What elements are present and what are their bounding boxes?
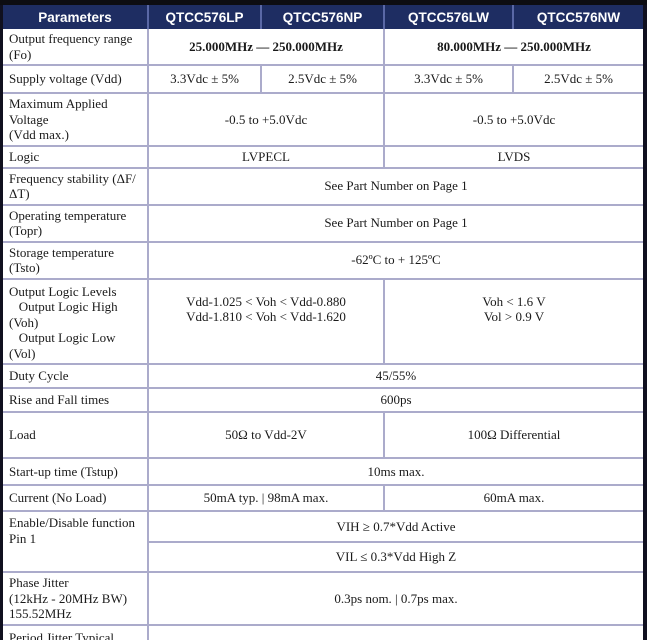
parameter-cell-load: Load [3,411,149,459]
parameter-cell-output-frequency-range: Output frequency range (Fo) [3,29,149,66]
table-row-load: Load 50Ω to Vdd-2V 100Ω Differential [3,411,643,459]
value-cell-enable-disable-pin1-active-0: VIH ≥ 0.7*Vdd Active [147,510,643,543]
parameter-cell-maximum-applied-voltage: Maximum Applied Voltage (Vdd max.) [3,92,149,147]
parameter-cell-storage-temperature: Storage temperature (Tsto) [3,240,149,280]
parameter-cell-operating-temperature: Operating temperature (Topr) [3,203,149,243]
parameter-cell-period-jitter: Period Jitter Typical RMS Pk-Pk Random J… [3,623,149,640]
parameter-cell-startup-time: Start-up time (Tstup) [3,457,149,486]
value-cell-maximum-applied-voltage-1: -0.5 to +5.0Vdc [383,92,643,147]
table-row-operating-temperature: Operating temperature (Topr) See Part Num… [3,203,643,243]
table-row-frequency-stability: Frequency stability (ΔF/ΔT) See Part Numb… [3,166,643,206]
value-cell-output-frequency-range-1: 80.000MHz — 250.000MHz [383,29,643,66]
value-cell-logic-1: LVDS [383,144,643,169]
parameter-cell-duty-cycle: Duty Cycle [3,363,149,389]
value-cell-rise-and-fall-times-0: 600ps [147,387,643,413]
column-header-qtcc576lw: QTCC576LW [383,5,513,29]
table-body: Output frequency range (Fo) 25.000MHz — 2… [3,29,643,640]
column-header-parameters: Parameters [3,5,148,29]
column-header-qtcc576lp: QTCC576LP [147,5,261,29]
value-cell-current-no-load-0: 50mA typ. | 98mA max. [147,484,385,512]
value-cell-current-no-load-1: 60mA max. [383,484,643,512]
parameter-cell-current-no-load: Current (No Load) [3,484,149,512]
top-border-bar [0,0,647,5]
parameter-cell-output-logic-levels: Output Logic Levels Output Logic High (V… [3,277,149,365]
column-header-qtcc576np: QTCC576NP [260,5,384,29]
value-cell-load-1: 100Ω Differential [383,411,643,459]
value-cell-phase-jitter-0: 0.3ps nom. | 0.7ps max. [147,571,643,626]
table-row-enable-disable-pin1-highz: VIL ≤ 0.3*Vdd High Z [3,541,643,573]
parameter-cell-phase-jitter: Phase Jitter (12kHz - 20MHz BW) 155.52MH… [3,571,149,626]
value-cell-maximum-applied-voltage-0: -0.5 to +5.0Vdc [147,92,385,147]
value-cell-duty-cycle-0: 45/55% [147,363,643,389]
table-frame: Parameters QTCC576LP QTCC576NP QTCC576LW QTC… [0,5,647,640]
value-cell-storage-temperature-0: -62ºC to + 125ºC [147,240,643,280]
value-cell-output-logic-levels-1: Voh < 1.6 V Vol > 0.9 V [383,277,643,365]
value-cell-supply-voltage-1: 2.5Vdc ± 5% [260,64,385,94]
table-row-duty-cycle: Duty Cycle 45/55% [3,363,643,389]
table-row-current-no-load: Current (No Load) 50mA typ. | 98mA max. 60… [3,484,643,512]
parameter-cell-supply-voltage: Supply voltage (Vdd) [3,64,149,94]
value-cell-supply-voltage-2: 3.3Vdc ± 5% [383,64,514,94]
parameter-cell-enable-disable-pin1-active: Enable/Disable function Pin 1 [3,510,149,573]
parameter-cell-logic: Logic [3,144,149,169]
value-cell-output-frequency-range-0: 25.000MHz — 250.000MHz [147,29,385,66]
value-cell-period-jitter-0: 2.5ps nom. 22ps nom. 2.6ps nom. [147,623,643,640]
table-row-supply-voltage: Supply voltage (Vdd) 3.3Vdc ± 5% 2.5Vdc ± … [3,64,643,94]
value-cell-load-0: 50Ω to Vdd-2V [147,411,385,459]
table-row-maximum-applied-voltage: Maximum Applied Voltage (Vdd max.) -0.5 t… [3,92,643,147]
value-cell-operating-temperature-0: See Part Number on Page 1 [147,203,643,243]
value-cell-logic-0: LVPECL [147,144,385,169]
value-cell-output-logic-levels-0: Vdd-1.025 < Voh < Vdd-0.880 Vdd-1.810 < … [147,277,385,365]
parameter-cell-frequency-stability: Frequency stability (ΔF/ΔT) [3,166,149,206]
parameter-cell-rise-and-fall-times: Rise and Fall times [3,387,149,413]
table-row-logic: Logic LVPECL LVDS [3,144,643,169]
value-cell-enable-disable-pin1-highz-0: VIL ≤ 0.3*Vdd High Z [148,541,643,573]
value-cell-supply-voltage-0: 3.3Vdc ± 5% [147,64,262,94]
table-row-enable-disable-pin1-active: Enable/Disable function Pin 1 VIH ≥ 0.7*V… [3,510,643,573]
table-row-phase-jitter: Phase Jitter (12kHz - 20MHz BW) 155.52MH… [3,571,643,626]
column-header-qtcc576nw: QTCC576NW [512,5,643,29]
table-row-startup-time: Start-up time (Tstup) 10ms max. [3,457,643,486]
table-row-output-frequency-range: Output frequency range (Fo) 25.000MHz — 2… [3,29,643,66]
value-cell-frequency-stability-0: See Part Number on Page 1 [147,166,643,206]
table-row-storage-temperature: Storage temperature (Tsto) -62ºC to + 125… [3,240,643,280]
value-cell-supply-voltage-3: 2.5Vdc ± 5% [512,64,643,94]
header-row: Parameters QTCC576LP QTCC576NP QTCC576LW QTC… [3,5,643,29]
value-cell-startup-time-0: 10ms max. [147,457,643,486]
specifications-table: Parameters QTCC576LP QTCC576NP QTCC576LW QTC… [3,5,643,640]
table-header: Parameters QTCC576LP QTCC576NP QTCC576LW QTC… [3,5,643,29]
table-row-rise-and-fall-times: Rise and Fall times 600ps [3,387,643,413]
table-row-period-jitter: Period Jitter Typical RMS Pk-Pk Random J… [3,623,643,640]
table-row-output-logic-levels: Output Logic Levels Output Logic High (V… [3,277,643,365]
